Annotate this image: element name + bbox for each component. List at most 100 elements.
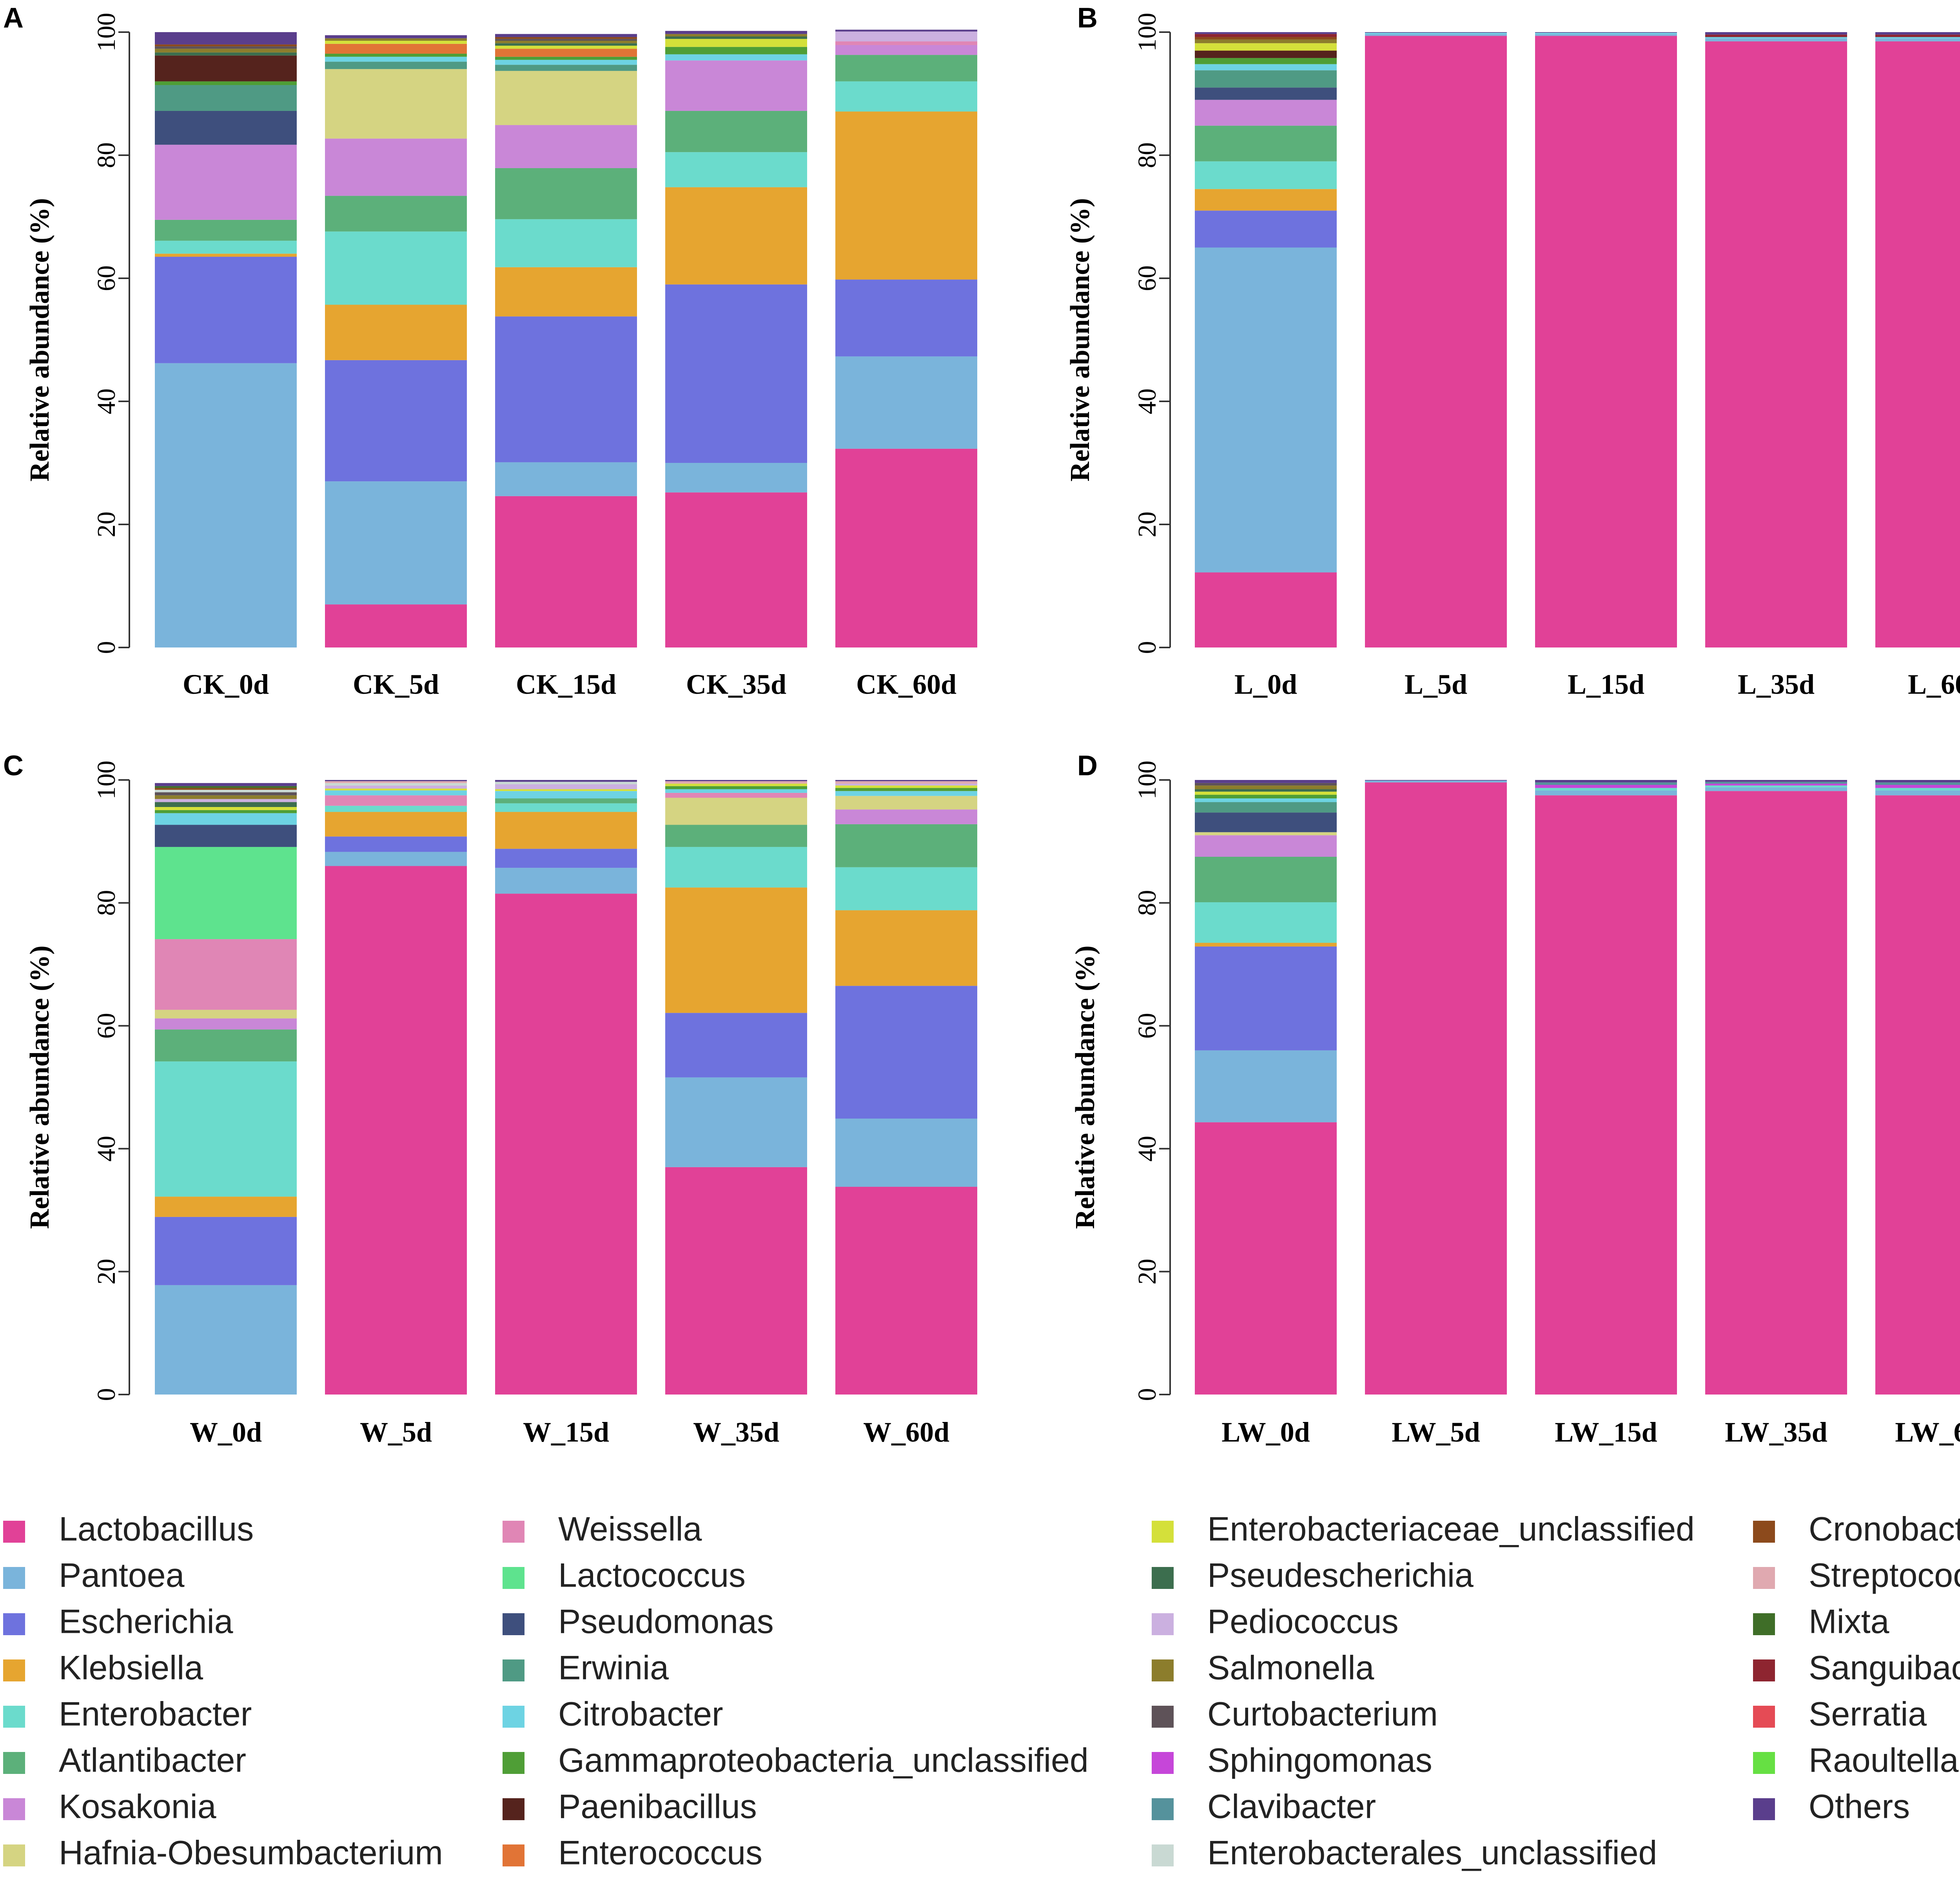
bar-segment-pseudomonas [1195,812,1337,832]
bar-segment-klebsiella [155,1197,297,1217]
bar-segment-cronobacter [1195,37,1337,40]
legend-item-paenibacillus: Paenibacillus [503,1788,757,1826]
bar-segment-pantoea [1195,1050,1337,1123]
legend-swatch [1152,1659,1174,1681]
bar-segment-paenibacillus [1195,51,1337,58]
bar-segment-citrobacter [325,56,467,62]
legend-item-enterobacterales-unclassified: Enterobacterales_unclassified [1152,1834,1657,1872]
bar-segment-klebsiella [835,111,977,280]
bar-segment-kosakonia [1195,835,1337,857]
bar-segment-citrobacter [1875,37,1960,38]
bar-segment-enterococcus [495,49,637,57]
bar-segment-others [835,780,977,782]
bar-segment-curtobacterium [155,46,297,49]
bar-segment-enterobacter [835,81,977,112]
bar-ck-0d [155,32,297,647]
bar-segment-pantoea [835,1118,977,1187]
bar-segment-pantoea [1535,34,1677,36]
legend-label: Escherichia [59,1603,233,1641]
y-tick-label: 40 [92,1136,121,1162]
legend-swatch [1753,1567,1775,1589]
bar-ck-5d [325,35,467,647]
bar-segment-hafnia-obesumbacterium [495,71,637,125]
y-tick-label: 80 [1133,890,1161,916]
legend-item-weissella: Weissella [503,1511,702,1548]
bar-segment-pantoea [1705,38,1847,42]
bar-segment-pediococcus [835,31,977,42]
y-tick-label: 100 [92,761,121,800]
bar-segment-lactobacillus [1365,782,1507,1395]
bar-segment-gammaproteobacteria-unclassified [325,53,467,57]
bar-w-35d [665,780,807,1395]
bar-segment-others [325,780,467,782]
bar-segment-others [495,780,637,782]
legend-item-others: Others [1753,1788,1910,1826]
bar-segment-citrobacter [495,791,637,799]
legend-label: Mixta [1809,1603,1889,1641]
x-category-label: L_5d [1405,669,1467,700]
bar-segment-enterobacter [1535,788,1677,791]
x-category-label: L_60d [1908,669,1960,700]
bar-l-0d [1195,32,1337,647]
legend-item-pseudescherichia: Pseudescherichia [1152,1557,1474,1594]
bar-segment-gammaproteobacteria-unclassified [495,56,637,60]
x-category-label: W_60d [863,1416,949,1448]
legend-swatch [1152,1752,1174,1774]
bar-segment-citrobacter [665,789,807,793]
bar-segment-others [495,34,637,37]
y-tick-label: 20 [92,1259,121,1284]
panel-letter: A [3,2,24,34]
legend-swatch [1152,1798,1174,1820]
bar-segment-pseudescherichia [665,36,807,39]
bar-segment-others [1875,780,1960,783]
bar-segment-enterococcus [325,44,467,54]
bar-segment-enterobacter [1195,902,1337,943]
panel-letter: B [1077,2,1098,34]
bar-segment-atlantibacter [155,1029,297,1062]
bar-segment-atlantibacter [665,111,807,152]
bar-segment-pantoea [1875,38,1960,42]
y-tick-label: 80 [92,142,121,168]
y-tick-label: 20 [1133,1259,1161,1284]
legend-label: Curtobacterium [1207,1696,1438,1733]
bar-segment-sanguibacter [1705,34,1847,37]
bar-segment-gammaproteobacteria-unclassified [1195,58,1337,64]
legend-label: Pseudomonas [558,1603,774,1641]
bar-segment-kosakonia [1195,100,1337,126]
y-axis-label: Relative abundance (%) [25,198,55,481]
legend-swatch [1753,1752,1775,1774]
legend-label: Enterobacterales_unclassified [1207,1834,1657,1872]
legend-label: Klebsiella [59,1649,203,1687]
legend-swatch [503,1752,524,1774]
bar-lw-60d [1875,780,1960,1395]
legend-swatch [503,1798,524,1820]
legend-label: Lactobacillus [59,1511,254,1548]
bar-segment-others [1705,32,1847,35]
bar-segment-kosakonia [665,60,807,111]
bar-segment-lactobacillus [1535,36,1677,647]
x-category-label: L_35d [1738,669,1815,700]
bar-segment-klebsiella [495,267,637,317]
bar-segment-klebsiella [1195,189,1337,211]
bar-segment-others [1195,780,1337,783]
legend-label: Pediococcus [1207,1603,1399,1641]
bar-ck-15d [495,34,637,647]
bar-segment-salmonella [325,38,467,41]
bar-segment-lactobacillus [1705,41,1847,647]
bar-segment-citrobacter [155,813,297,825]
y-tick-label: 100 [92,13,121,52]
y-tick-label: 40 [1133,388,1161,414]
bar-segment-clavibacter [1875,782,1960,785]
bar-segment-others [1705,780,1847,782]
bar-lw-15d [1535,780,1677,1395]
bar-ck-60d [835,29,977,647]
bar-segment-klebsiella [325,305,467,360]
bar-segment-enterobacteriaceae-unclassified [495,789,637,791]
bar-segment-sanguibacter [1195,34,1337,37]
bar-segment-citrobacter [835,791,977,796]
bar-segment-weissella [325,795,467,806]
legend-swatch [1753,1613,1775,1635]
bar-segment-hafnia-obesumbacterium [325,69,467,139]
bar-segment-atlantibacter [325,196,467,232]
bar-segment-clavibacter [1705,782,1847,784]
